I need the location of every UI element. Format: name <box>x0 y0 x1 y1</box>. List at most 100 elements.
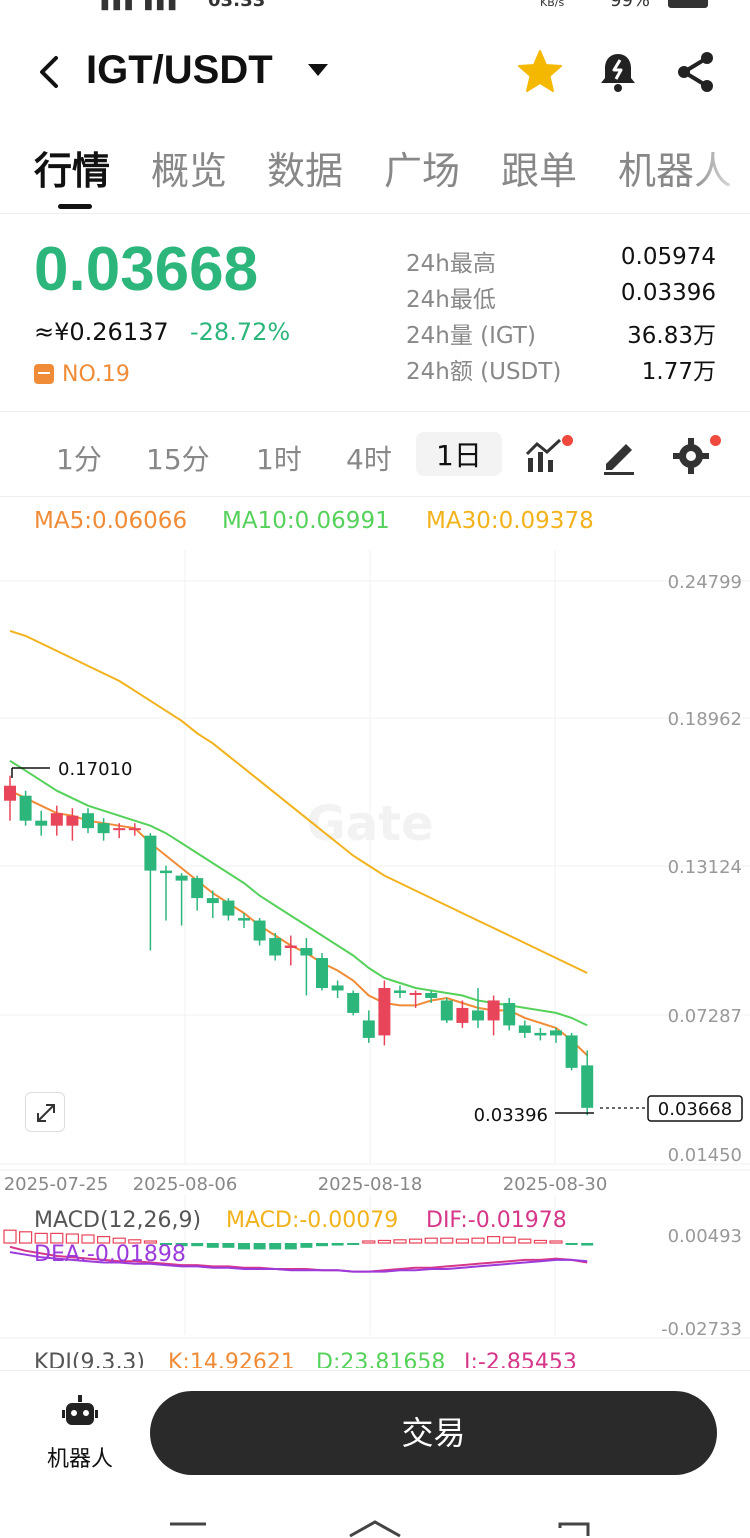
battery-percent: 99% <box>610 0 651 11</box>
macd-bar <box>487 1235 501 1244</box>
candle-body <box>128 828 141 831</box>
signal-icon: ▮▮▮ ▮▮▮ <box>100 0 180 13</box>
macd-bar <box>19 1231 33 1244</box>
dea-line <box>9 1251 588 1273</box>
stat-volume-value: 36.83万 <box>627 323 716 349</box>
interval-1d[interactable]: 1日 <box>416 432 502 476</box>
tab-market[interactable]: 行情 <box>34 149 111 193</box>
stat-amount-label: 24h额 (USDT) <box>406 359 562 385</box>
kline-chart[interactable]: Gate 0.24799 0.18962 0.13124 0.07287 0.0… <box>0 545 750 1370</box>
macd-value: MACD:-0.00079 <box>226 1208 399 1233</box>
macd-bar <box>81 1234 95 1244</box>
interval-15m[interactable]: 15分 <box>146 443 210 476</box>
candle-body <box>175 875 188 881</box>
macd-bar <box>533 1239 548 1244</box>
interval-1h[interactable]: 1时 <box>256 443 302 476</box>
rank-badge[interactable]: NO.19 <box>34 362 130 387</box>
candle-body <box>472 1010 484 1021</box>
y-tick-label: 0.01450 <box>668 1145 742 1166</box>
candle-body <box>518 1025 531 1033</box>
macd-bar <box>160 1243 172 1245</box>
candle-body <box>82 813 94 829</box>
candle-body <box>269 938 282 956</box>
divider <box>0 496 750 497</box>
candle-body <box>4 785 16 801</box>
candle-body <box>144 835 157 871</box>
star-icon[interactable] <box>516 48 564 96</box>
last-price-tag-label: 0.03668 <box>658 1099 732 1120</box>
macd-bar <box>175 1243 188 1247</box>
indicators-icon[interactable] <box>522 434 566 478</box>
interval-1m[interactable]: 1分 <box>56 443 102 476</box>
macd-bar <box>269 1243 282 1250</box>
ma5-path <box>9 789 588 1057</box>
candle-body <box>394 990 406 993</box>
chart-settings-icon[interactable] <box>670 434 714 478</box>
draw-tool-icon[interactable] <box>598 434 642 478</box>
macd-bar <box>3 1229 17 1244</box>
candle-body <box>97 823 110 834</box>
macd-bar <box>222 1243 235 1248</box>
macd-bar <box>96 1235 111 1244</box>
macd-bar <box>409 1238 423 1244</box>
ma30-line <box>9 629 588 974</box>
macd-bar <box>362 1240 376 1244</box>
back-arrow-icon[interactable] <box>30 52 70 92</box>
macd-bar <box>65 1233 80 1244</box>
kdj-title: KDJ(9,3,3) <box>34 1350 145 1368</box>
candle-body <box>425 992 438 998</box>
tab-square[interactable]: 广场 <box>384 149 461 193</box>
tab-overview[interactable]: 概览 <box>151 149 228 193</box>
candle-body <box>238 918 250 921</box>
macd-bar <box>471 1237 485 1244</box>
macd-bar <box>112 1237 126 1244</box>
x-tick-label: 2025-07-25 <box>4 1174 109 1195</box>
candle-body <box>487 1000 500 1021</box>
macd-bar <box>191 1243 204 1247</box>
macd-bar <box>502 1236 516 1244</box>
macd-y-tick-label: -0.02733 <box>661 1319 742 1340</box>
dropdown-caret-icon[interactable] <box>308 64 328 76</box>
fullscreen-button[interactable] <box>25 1092 65 1132</box>
macd-histogram <box>3 1229 594 1250</box>
bot-button[interactable]: 机器人 <box>38 1391 122 1472</box>
stat-low-value: 0.03396 <box>620 280 716 306</box>
price-alert-bell-icon[interactable] <box>594 48 642 96</box>
candle-body <box>191 878 204 899</box>
tab-copy-trading[interactable]: 跟单 <box>501 149 578 193</box>
macd-bar <box>34 1232 48 1244</box>
candle-body <box>409 992 422 995</box>
home-icon[interactable] <box>349 1520 401 1538</box>
rank-icon <box>34 364 54 384</box>
divider <box>0 411 750 412</box>
macd-bar <box>455 1238 469 1244</box>
macd-bar <box>50 1232 64 1244</box>
tab-data[interactable]: 数据 <box>267 149 344 193</box>
candle-body <box>503 1002 516 1026</box>
pair-title[interactable]: IGT/USDT <box>86 48 273 92</box>
macd-bar <box>393 1239 407 1244</box>
ma30-legend: MA30:0.09378 <box>426 508 594 534</box>
macd-bar <box>300 1243 313 1248</box>
tabs-fade <box>690 140 750 210</box>
bot-label: 机器人 <box>46 1447 113 1472</box>
candle-body <box>50 813 63 826</box>
dif-path <box>9 1245 588 1273</box>
candle-body <box>331 985 344 991</box>
macd-bar <box>518 1238 532 1244</box>
macd-bar <box>424 1237 438 1244</box>
macd-bar <box>331 1243 344 1246</box>
macd-bar <box>206 1243 219 1248</box>
share-icon[interactable] <box>672 48 720 96</box>
candle-body <box>284 945 297 949</box>
back-nav-icon[interactable] <box>558 1522 590 1536</box>
trade-button[interactable]: 交易 <box>150 1391 717 1475</box>
ma30-path <box>9 629 588 974</box>
candle-body <box>222 900 235 916</box>
interval-4h[interactable]: 4时 <box>346 443 392 476</box>
last-price: 0.03668 <box>34 235 259 304</box>
x-tick-label: 2025-08-06 <box>133 1174 238 1195</box>
cny-price: ≈¥0.26137 <box>34 318 169 346</box>
rank-label: NO.19 <box>62 362 130 387</box>
candle-body <box>440 1000 453 1021</box>
